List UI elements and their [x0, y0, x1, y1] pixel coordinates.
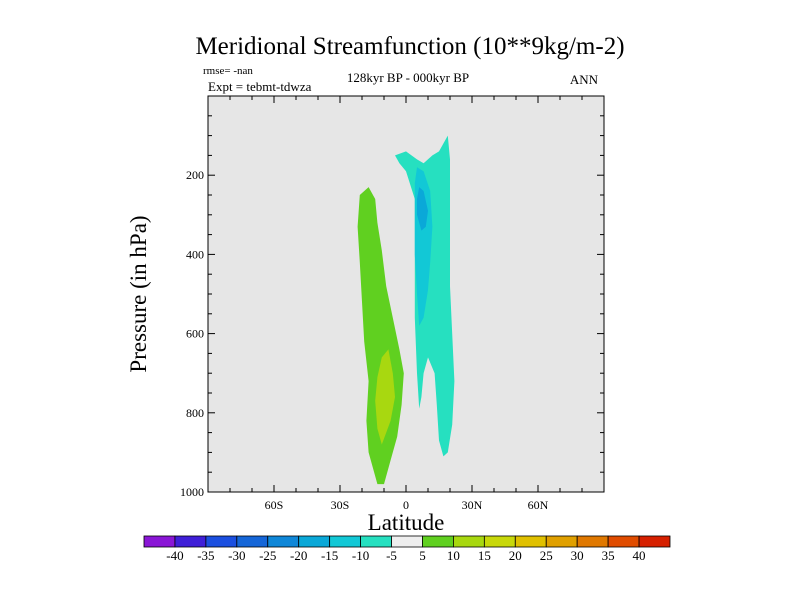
colorbar: -40 -35 -30 -25 -20 -15 -10 -5 5 10 15 20 25 30 35 40: [143, 535, 671, 563]
colorbar-label: 35: [602, 548, 615, 563]
colorbar-swatch: [391, 535, 423, 548]
colorbar-swatch: [514, 535, 547, 548]
colorbar-label: -40: [166, 548, 183, 563]
colorbar-swatch: [576, 535, 609, 548]
y-axis-label: Pressure (in hPa): [126, 215, 151, 372]
colorbar-label: 20: [509, 548, 522, 563]
colorbar-swatch: [143, 535, 176, 548]
colorbar-label: -35: [197, 548, 214, 563]
colorbar-swatch: [453, 535, 485, 548]
colorbar-label: -25: [259, 548, 276, 563]
x-tick-label: 30N: [462, 498, 483, 512]
period-subtitle: 128kyr BP - 000kyr BP: [347, 70, 469, 85]
x-tick-label: 0: [403, 498, 409, 512]
y-tick-label: 600: [186, 327, 204, 341]
rmse-label: rmse= -nan: [203, 65, 253, 77]
colorbar-swatch: [638, 535, 671, 548]
contour-yellow-green-core: [375, 349, 395, 445]
experiment-label: Expt = tebmt-tdwza: [208, 79, 312, 94]
y-tick-label: 400: [186, 247, 204, 261]
colorbar-swatch: [205, 535, 238, 548]
colorbar-swatch: [329, 535, 361, 548]
y-tick-label: 1000: [180, 485, 204, 499]
colorbar-swatch: [360, 535, 392, 548]
colorbar-swatch: [298, 535, 331, 548]
colorbar-label: 15: [478, 548, 491, 563]
colorbar-label: 25: [540, 548, 553, 563]
season-label: ANN: [570, 72, 599, 87]
y-tick-label: 800: [186, 406, 204, 420]
y-tick-label: 200: [186, 168, 204, 182]
colorbar-label: -10: [352, 548, 369, 563]
colorbar-label: -30: [228, 548, 245, 563]
colorbar-swatch: [545, 535, 578, 548]
colorbar-swatch: [607, 535, 640, 548]
colorbar-label: 40: [633, 548, 646, 563]
colorbar-swatch: [267, 535, 300, 548]
x-tick-label: 60N: [528, 498, 549, 512]
colorbar-swatch: [422, 535, 454, 548]
x-axis-label: Latitude: [368, 510, 445, 535]
colorbar-swatch: [483, 535, 516, 548]
colorbar-label: 5: [419, 548, 426, 563]
colorbar-label: 30: [571, 548, 584, 563]
tick-layer: 60S 30S 0 30N 60N 200 400 600 800 1000: [180, 96, 604, 512]
colorbar-label: 10: [447, 548, 460, 563]
colorbar-swatch: [236, 535, 269, 548]
colorbar-label: -5: [386, 548, 397, 563]
contour-deep-blue-core: [417, 187, 428, 231]
colorbar-label: -15: [321, 548, 338, 563]
colorbar-label: -20: [290, 548, 307, 563]
x-tick-label: 30S: [331, 498, 350, 512]
chart-title: Meridional Streamfunction (10**9kg/m-2): [195, 33, 624, 60]
colorbar-swatch: [174, 535, 207, 548]
contour-layer: [357, 135, 455, 485]
x-tick-label: 60S: [265, 498, 284, 512]
